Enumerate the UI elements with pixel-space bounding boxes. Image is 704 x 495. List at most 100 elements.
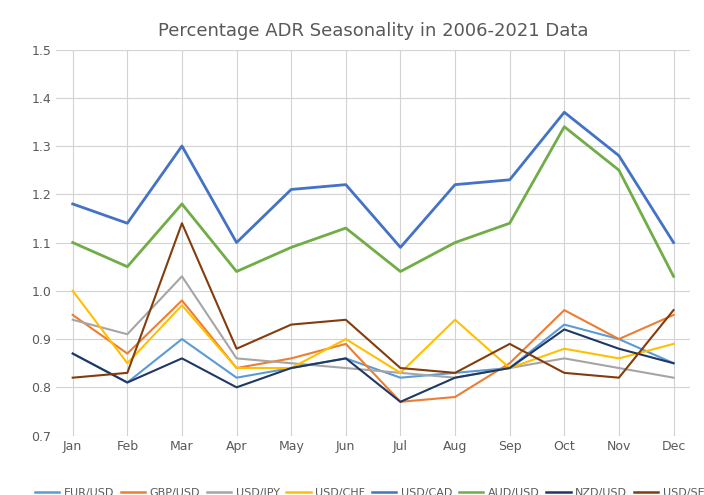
Legend: EUR/USD, GBP/USD, USD/JPY, USD/CHF, USD/CAD, AUD/USD, NZD/USD, USD/SEK: EUR/USD, GBP/USD, USD/JPY, USD/CHF, USD/…	[30, 484, 704, 495]
GBP/USD	[123, 350, 132, 356]
USD/CAD	[232, 240, 241, 246]
NZD/USD	[287, 365, 296, 371]
Title: Percentage ADR Seasonality in 2006-2021 Data: Percentage ADR Seasonality in 2006-2021 …	[158, 22, 589, 40]
Line: NZD/USD: NZD/USD	[73, 330, 674, 402]
EUR/USD	[287, 365, 296, 371]
AUD/USD	[68, 240, 77, 246]
EUR/USD	[670, 360, 678, 366]
USD/SEK	[505, 341, 514, 347]
Line: USD/CHF: USD/CHF	[73, 291, 674, 373]
NZD/USD	[615, 346, 623, 352]
USD/SEK	[287, 322, 296, 328]
USD/JPY	[505, 365, 514, 371]
USD/CHF	[670, 341, 678, 347]
USD/SEK	[396, 365, 405, 371]
AUD/USD	[287, 245, 296, 250]
Line: GBP/USD: GBP/USD	[73, 300, 674, 402]
USD/JPY	[177, 273, 186, 279]
USD/JPY	[232, 355, 241, 361]
USD/CAD	[615, 153, 623, 159]
USD/CAD	[560, 109, 569, 115]
GBP/USD	[287, 355, 296, 361]
USD/CHF	[232, 365, 241, 371]
USD/SEK	[560, 370, 569, 376]
USD/SEK	[232, 346, 241, 352]
AUD/USD	[505, 220, 514, 226]
USD/CAD	[505, 177, 514, 183]
USD/JPY	[341, 365, 350, 371]
USD/JPY	[123, 331, 132, 337]
Line: AUD/USD: AUD/USD	[73, 127, 674, 276]
USD/JPY	[670, 375, 678, 381]
NZD/USD	[123, 380, 132, 386]
USD/CHF	[287, 365, 296, 371]
USD/CHF	[560, 346, 569, 352]
NZD/USD	[341, 355, 350, 361]
USD/SEK	[177, 220, 186, 226]
USD/CAD	[670, 240, 678, 246]
USD/JPY	[451, 375, 459, 381]
Line: USD/JPY: USD/JPY	[73, 276, 674, 378]
Line: EUR/USD: EUR/USD	[73, 325, 674, 383]
EUR/USD	[68, 350, 77, 356]
USD/CHF	[177, 302, 186, 308]
Line: USD/CAD: USD/CAD	[73, 112, 674, 248]
NZD/USD	[396, 399, 405, 405]
EUR/USD	[505, 365, 514, 371]
NZD/USD	[68, 350, 77, 356]
NZD/USD	[670, 360, 678, 366]
EUR/USD	[615, 336, 623, 342]
USD/CHF	[341, 336, 350, 342]
USD/CAD	[177, 143, 186, 149]
USD/CHF	[68, 288, 77, 294]
EUR/USD	[560, 322, 569, 328]
AUD/USD	[615, 167, 623, 173]
GBP/USD	[68, 312, 77, 318]
USD/CHF	[396, 370, 405, 376]
EUR/USD	[232, 375, 241, 381]
AUD/USD	[177, 201, 186, 207]
USD/CHF	[123, 360, 132, 366]
AUD/USD	[396, 269, 405, 275]
GBP/USD	[177, 297, 186, 303]
GBP/USD	[451, 394, 459, 400]
GBP/USD	[505, 360, 514, 366]
USD/CAD	[68, 201, 77, 207]
AUD/USD	[670, 273, 678, 279]
EUR/USD	[123, 380, 132, 386]
NZD/USD	[451, 375, 459, 381]
USD/CAD	[123, 220, 132, 226]
AUD/USD	[451, 240, 459, 246]
USD/JPY	[560, 355, 569, 361]
EUR/USD	[341, 355, 350, 361]
GBP/USD	[670, 312, 678, 318]
GBP/USD	[396, 399, 405, 405]
NZD/USD	[505, 365, 514, 371]
Line: USD/SEK: USD/SEK	[73, 223, 674, 378]
AUD/USD	[341, 225, 350, 231]
USD/CHF	[505, 365, 514, 371]
USD/CAD	[451, 182, 459, 188]
USD/CAD	[287, 187, 296, 193]
USD/SEK	[341, 317, 350, 323]
AUD/USD	[232, 269, 241, 275]
USD/SEK	[451, 370, 459, 376]
AUD/USD	[123, 264, 132, 270]
GBP/USD	[615, 336, 623, 342]
NZD/USD	[177, 355, 186, 361]
GBP/USD	[341, 341, 350, 347]
USD/SEK	[68, 375, 77, 381]
NZD/USD	[232, 385, 241, 391]
AUD/USD	[560, 124, 569, 130]
EUR/USD	[177, 336, 186, 342]
GBP/USD	[232, 365, 241, 371]
USD/JPY	[615, 365, 623, 371]
USD/SEK	[670, 307, 678, 313]
USD/JPY	[396, 370, 405, 376]
USD/CAD	[396, 245, 405, 250]
USD/JPY	[68, 317, 77, 323]
USD/CHF	[615, 355, 623, 361]
NZD/USD	[560, 327, 569, 333]
GBP/USD	[560, 307, 569, 313]
USD/SEK	[615, 375, 623, 381]
